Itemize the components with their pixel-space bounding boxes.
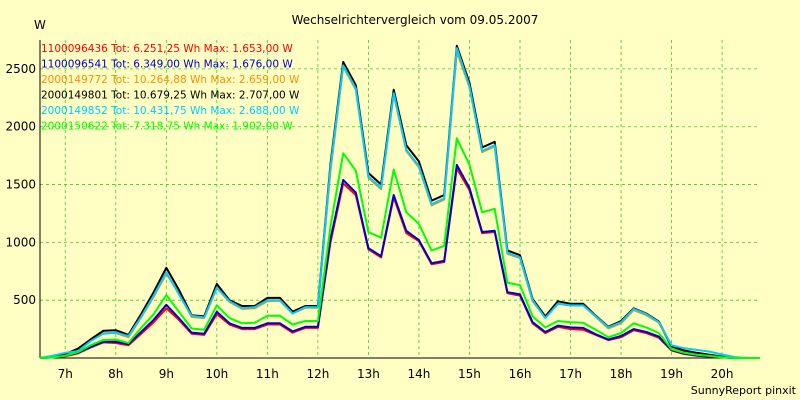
x-tick-label: 18h <box>610 367 633 381</box>
legend-entry-3: 2000149772 Tot: 10.264,88 Wh Max: 2.659,… <box>41 74 300 86</box>
y-tick-label: 2500 <box>5 62 36 76</box>
legend-entry-1: 1100096436 Tot: 6.251,25 Wh Max: 1.653,0… <box>41 43 293 55</box>
x-tick-label: 16h <box>509 367 532 381</box>
legend-entry-4: 2000149801 Tot: 10.679,25 Wh Max: 2.707,… <box>41 90 300 102</box>
x-tick-label: 13h <box>357 367 380 381</box>
x-tick-label: 12h <box>306 367 329 381</box>
x-tick-label: 17h <box>559 367 582 381</box>
x-tick-label: 7h <box>58 367 73 381</box>
chart-title: Wechselrichtervergleich vom 09.05.2007 <box>292 13 539 27</box>
y-tick-label: 1000 <box>5 235 36 249</box>
y-tick-label: 500 <box>13 293 36 307</box>
x-tick-label: 20h <box>711 367 734 381</box>
plot-background <box>40 40 760 358</box>
x-tick-label: 11h <box>256 367 279 381</box>
x-tick-label: 14h <box>408 367 431 381</box>
x-tick-label: 8h <box>108 367 123 381</box>
x-tick-label: 19h <box>660 367 683 381</box>
legend-entry-2: 1100096541 Tot: 6.349,00 Wh Max: 1.676,0… <box>41 59 293 71</box>
y-axis-unit: W <box>34 18 46 32</box>
plot-area: 7h 8h 9h 10h 11h 12h 13h 14h 15h 16h 17h 18h 19h 20h 5… <box>5 40 760 381</box>
x-tick-label: 9h <box>159 367 174 381</box>
footer-credit: SunnyReport pinxit <box>691 384 796 397</box>
y-tick-label: 2000 <box>5 120 36 134</box>
y-tick-label: 1500 <box>5 178 36 192</box>
x-tick-label: 10h <box>205 367 228 381</box>
x-tick-label: 15h <box>458 367 481 381</box>
legend-entry-5: 2000149852 Tot: 10.431,75 Wh Max: 2.688,… <box>41 105 300 117</box>
legend-entry-6: 2000150622 Tot: 7.318,75 Wh Max: 1.902,0… <box>41 121 293 133</box>
